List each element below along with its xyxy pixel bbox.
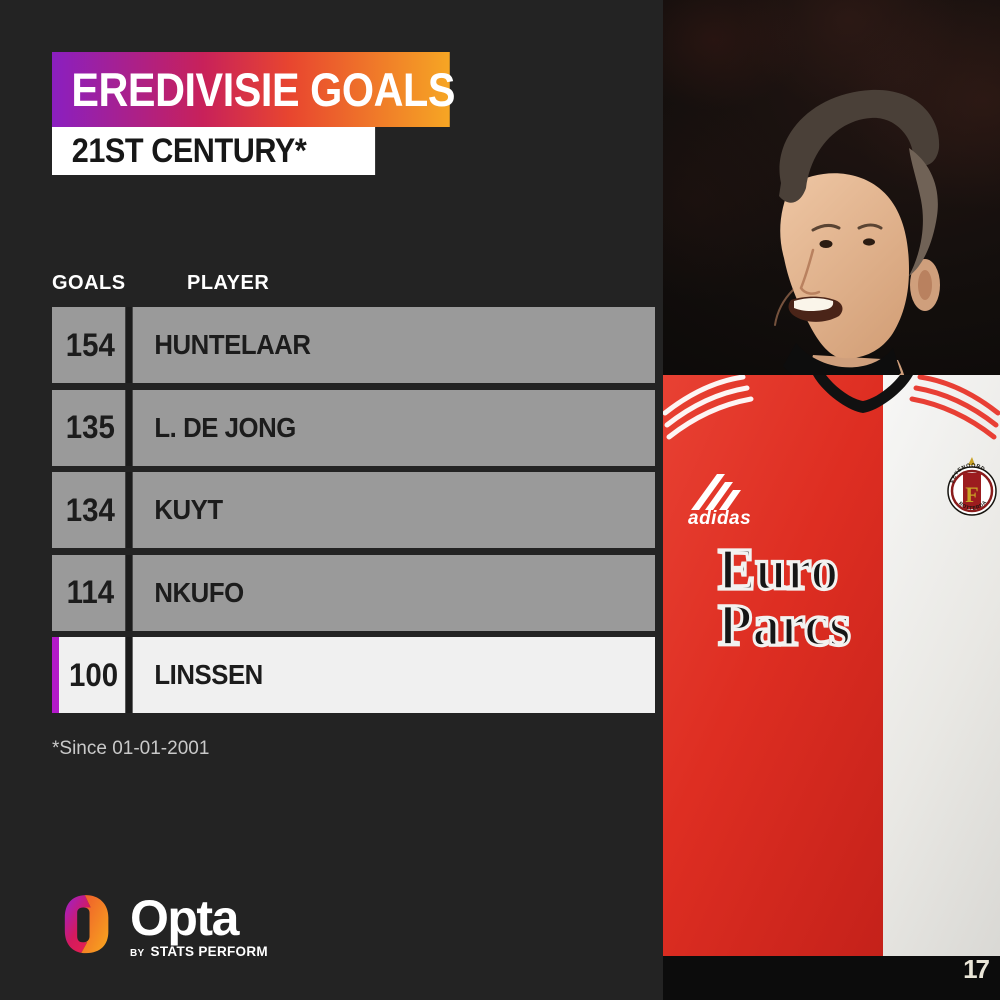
svg-text:F: F <box>965 482 978 507</box>
